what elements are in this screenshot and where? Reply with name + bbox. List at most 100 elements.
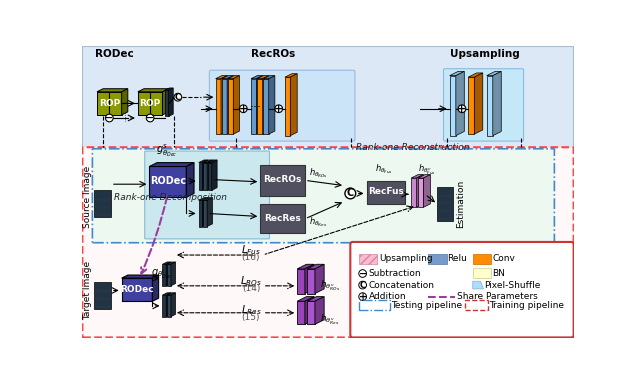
Text: $L_{Fus}$: $L_{Fus}$ <box>241 244 261 257</box>
Polygon shape <box>257 76 262 134</box>
Text: Rank-one Decomposition: Rank-one Decomposition <box>114 193 227 203</box>
Text: RecROs: RecROs <box>251 49 295 59</box>
Text: BN: BN <box>492 269 505 278</box>
Polygon shape <box>152 275 159 301</box>
Circle shape <box>275 105 283 112</box>
Polygon shape <box>297 264 314 269</box>
Polygon shape <box>221 76 234 79</box>
Text: Subtraction: Subtraction <box>369 269 421 278</box>
Text: $L_{ROs}$: $L_{ROs}$ <box>240 274 262 288</box>
Polygon shape <box>204 160 212 163</box>
Polygon shape <box>486 71 501 76</box>
Text: +: + <box>458 104 467 114</box>
Polygon shape <box>164 88 173 90</box>
FancyBboxPatch shape <box>145 151 269 239</box>
Polygon shape <box>97 89 128 92</box>
Polygon shape <box>167 264 171 286</box>
Text: (16): (16) <box>242 253 260 263</box>
Polygon shape <box>257 79 262 134</box>
Polygon shape <box>149 163 194 166</box>
Polygon shape <box>263 79 269 134</box>
Polygon shape <box>221 76 227 134</box>
Polygon shape <box>208 160 217 163</box>
Polygon shape <box>450 71 464 76</box>
Text: $g_{\theta_{Dec}}^{s}$: $g_{\theta_{Dec}}^{s}$ <box>156 142 177 159</box>
Text: Relu: Relu <box>447 254 467 263</box>
Circle shape <box>345 188 356 199</box>
Bar <box>367 181 405 204</box>
Polygon shape <box>168 88 173 116</box>
Polygon shape <box>198 200 202 226</box>
Polygon shape <box>163 295 166 317</box>
Bar <box>94 190 111 217</box>
Polygon shape <box>251 76 262 79</box>
FancyBboxPatch shape <box>444 69 524 141</box>
Text: $h_{\theta_{Fus}^v}$: $h_{\theta_{Fus}^v}$ <box>418 163 435 177</box>
Circle shape <box>359 281 367 289</box>
Text: Estimation: Estimation <box>456 180 465 228</box>
Polygon shape <box>207 198 212 226</box>
Polygon shape <box>204 200 207 226</box>
Polygon shape <box>468 73 483 77</box>
Polygon shape <box>138 92 163 115</box>
Polygon shape <box>198 163 202 190</box>
Text: ...: ... <box>250 97 262 110</box>
Text: $h_{\theta_{ROs}}$: $h_{\theta_{ROs}}$ <box>308 166 328 179</box>
Text: $g_{\theta_{Dec}^t}$: $g_{\theta_{Dec}^t}$ <box>151 267 172 281</box>
Polygon shape <box>204 163 207 190</box>
Text: (14): (14) <box>242 284 260 293</box>
Polygon shape <box>227 76 234 134</box>
Polygon shape <box>166 262 171 286</box>
Polygon shape <box>262 76 269 134</box>
Polygon shape <box>171 293 175 317</box>
Polygon shape <box>297 269 305 293</box>
Circle shape <box>458 105 466 112</box>
Text: C: C <box>360 280 365 290</box>
Text: RecROs: RecROs <box>264 175 301 184</box>
FancyBboxPatch shape <box>83 147 573 337</box>
Polygon shape <box>257 76 269 79</box>
Polygon shape <box>228 76 239 79</box>
Polygon shape <box>202 160 208 190</box>
Bar <box>260 204 305 233</box>
FancyBboxPatch shape <box>350 242 573 337</box>
Circle shape <box>239 105 247 112</box>
Polygon shape <box>216 79 221 134</box>
Polygon shape <box>166 293 171 317</box>
Text: Upsampling: Upsampling <box>379 254 433 263</box>
Polygon shape <box>122 89 128 115</box>
Polygon shape <box>450 76 456 136</box>
Polygon shape <box>228 79 234 134</box>
Polygon shape <box>251 79 257 134</box>
Polygon shape <box>315 264 324 293</box>
Text: ROP: ROP <box>99 99 120 108</box>
Text: +: + <box>239 104 248 114</box>
Polygon shape <box>171 262 175 286</box>
Text: RODec: RODec <box>95 49 134 59</box>
Polygon shape <box>167 293 175 295</box>
Text: Training pipeline: Training pipeline <box>489 301 564 310</box>
Polygon shape <box>198 198 208 200</box>
FancyBboxPatch shape <box>359 253 378 263</box>
Circle shape <box>174 93 182 101</box>
Polygon shape <box>297 301 305 325</box>
Polygon shape <box>163 262 171 264</box>
Text: C: C <box>347 188 354 198</box>
FancyBboxPatch shape <box>428 253 447 263</box>
Circle shape <box>359 293 367 301</box>
Text: Share Parameters: Share Parameters <box>456 292 538 301</box>
Polygon shape <box>456 71 464 136</box>
Polygon shape <box>167 295 171 317</box>
Text: Addition: Addition <box>369 292 406 301</box>
Polygon shape <box>204 198 212 200</box>
Polygon shape <box>305 264 314 293</box>
Text: $h_{\theta_{ROs}^v}$: $h_{\theta_{ROs}^v}$ <box>320 279 340 293</box>
Polygon shape <box>97 92 122 115</box>
Polygon shape <box>212 160 217 190</box>
Polygon shape <box>291 74 297 136</box>
Polygon shape <box>307 297 324 301</box>
Polygon shape <box>305 297 314 325</box>
Polygon shape <box>167 262 175 264</box>
Bar <box>437 187 452 221</box>
Bar <box>260 165 305 196</box>
